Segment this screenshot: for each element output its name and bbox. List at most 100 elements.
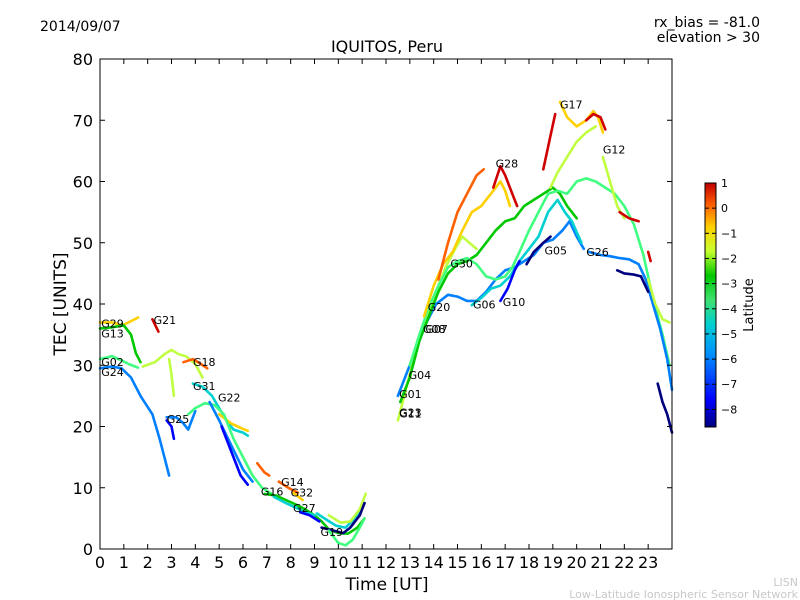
colorbar-tick-label: 1: [721, 177, 728, 190]
y-tick-label: 30: [73, 356, 93, 375]
colorbar-tick-label: −1: [721, 227, 737, 240]
series-track-g21: [141, 348, 204, 379]
satellite-label: G20: [428, 301, 451, 314]
satellite-label: G17: [560, 98, 583, 111]
satellite-label: G13: [101, 327, 124, 340]
x-tick-label: 0: [95, 553, 105, 572]
series-track-g18: [182, 357, 209, 370]
y-tick-label: 70: [73, 111, 93, 130]
x-axis: 0 1 2 3 4 5 6 7 8 9 10 11 12 13 14 15 16 17 18 19 20 21 22 23: [95, 59, 658, 572]
colorbar-tick-label: −8: [721, 403, 737, 416]
x-tick-label: 6: [238, 553, 248, 572]
x-tick-label: 20: [566, 553, 586, 572]
series-track-g22b: [208, 400, 254, 483]
y-axis-label: TEC [UNITS]: [51, 252, 71, 356]
x-tick-label: 14: [423, 553, 443, 572]
satellite-label: G12: [603, 144, 626, 157]
y-tick-label: 60: [73, 173, 93, 192]
y-tick-label: 40: [73, 295, 93, 314]
y-tick-label: 50: [73, 234, 93, 253]
x-tick-label: 13: [400, 553, 420, 572]
series-track-g28: [437, 168, 486, 281]
x-tick-label: 17: [495, 553, 515, 572]
y-tick-label: 20: [73, 418, 93, 437]
satellite-label: G22: [218, 392, 241, 405]
colorbar-tick-label: −4: [721, 303, 737, 316]
x-tick-label: 3: [166, 553, 176, 572]
x-tick-label: 7: [262, 553, 272, 572]
elevation-label: elevation > 30: [657, 30, 760, 46]
colorbar-tick-label: −5: [721, 328, 737, 341]
series-track-g32: [291, 491, 304, 502]
footer-network: Low-Latitude Ionospheric Sensor Network: [569, 588, 798, 600]
series-track-g26d: [646, 278, 671, 324]
x-tick-label: 9: [309, 553, 319, 572]
colorbar-tick-label: −2: [721, 252, 737, 265]
satellite-label: G14: [281, 476, 304, 489]
x-tick-label: 8: [286, 553, 296, 572]
x-tick-label: 5: [214, 553, 224, 572]
series-track-g17: [541, 112, 557, 171]
series-track-g26: [587, 250, 674, 392]
series-track-g10: [499, 259, 521, 303]
satellite-label: G31: [193, 380, 216, 393]
series-track-g17c: [584, 112, 607, 131]
series-track-g12b: [618, 210, 640, 223]
series-track-g25b: [165, 409, 197, 431]
x-tick-label: 19: [543, 553, 563, 572]
colorbar-tick-label: 0: [721, 202, 728, 215]
satellite-label: G27: [293, 502, 316, 515]
chart-title: IQUITOS, Peru: [331, 37, 443, 56]
colorbar: [704, 182, 717, 428]
series-track-g22: [186, 401, 273, 496]
satellite-label: G11: [399, 408, 422, 421]
colorbar-ticks: 1 0 −1 −2 −3 −4 −5 −6 −7 −8: [705, 177, 737, 416]
series-track-g28b: [491, 164, 519, 208]
series-track-g16b: [255, 461, 271, 477]
series-track-g24: [98, 365, 171, 477]
x-tick-label: 12: [376, 553, 396, 572]
series-track-g21b: [151, 317, 160, 333]
series-track-g25: [167, 357, 176, 398]
satellite-label: G26: [586, 246, 609, 259]
x-tick-label: 21: [590, 553, 610, 572]
x-tick-label: 22: [614, 553, 634, 572]
satellite-label: G23: [399, 406, 422, 419]
series-track-g19c: [320, 501, 366, 535]
x-tick-label: 1: [119, 553, 129, 572]
series-track-g19b: [327, 492, 368, 525]
satellite-label: G04: [409, 369, 432, 382]
series-track-g26e: [646, 250, 652, 263]
series-track-g13: [98, 324, 142, 364]
satellite-label: G29: [101, 318, 124, 331]
x-tick-label: 11: [352, 553, 372, 572]
satellite-label: G30: [450, 258, 473, 271]
series-track-g19: [315, 501, 366, 529]
satellite-label: G32: [291, 487, 314, 500]
satellite-label: G19: [320, 526, 343, 539]
x-tick-label: 18: [519, 553, 539, 572]
y-axis: 0 10 20 30 40 50 60 70 80: [73, 50, 672, 559]
y-tick-label: 10: [73, 479, 93, 498]
satellite-label: G07: [425, 323, 448, 336]
series-track-g27b: [298, 510, 321, 523]
x-tick-label: 10: [328, 553, 348, 572]
series-track-g25c: [165, 419, 176, 441]
series-track-g14b: [277, 480, 300, 494]
x-tick-label: 15: [447, 553, 467, 572]
satellite-label: G25: [167, 413, 190, 426]
series-track-g19d: [327, 517, 366, 547]
satellite-label: G16: [261, 485, 284, 498]
x-tick-label: 16: [471, 553, 491, 572]
series-track-g26c: [656, 382, 674, 434]
series-track-g20: [408, 177, 671, 367]
series-track-g02: [98, 354, 140, 370]
series-track-g27: [272, 495, 316, 517]
satellite-label: G02: [101, 356, 124, 369]
x-tick-label: 4: [190, 553, 200, 572]
satellite-label: G28: [496, 158, 519, 171]
satellite-label: G06: [473, 299, 496, 312]
satellite-label: G24: [101, 366, 124, 379]
